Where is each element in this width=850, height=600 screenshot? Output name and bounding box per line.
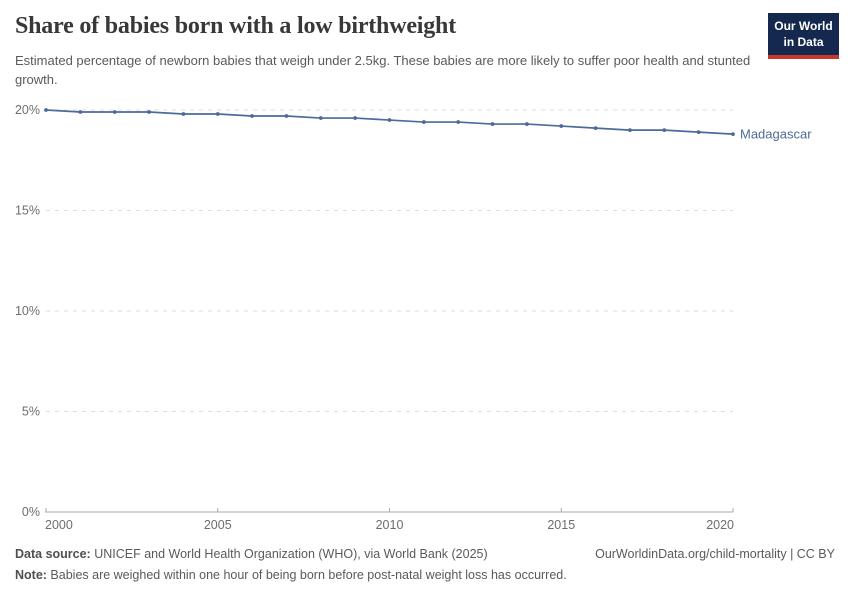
data-point-madagascar-2001[interactable] — [78, 110, 83, 114]
data-point-madagascar-2012[interactable] — [456, 120, 461, 124]
data-point-madagascar-2019[interactable] — [696, 130, 701, 135]
data-point-madagascar-2016[interactable] — [593, 126, 598, 130]
y-tick-label-15%: 15% — [15, 204, 40, 218]
chart-area: 0% 5% 10% 15% 20% 2000 2005 2010 2015 2020 Madagas… — [0, 95, 850, 540]
data-point-madagascar-2009[interactable] — [353, 116, 358, 120]
owid-logo: Our World in Data — [768, 13, 839, 60]
data-source-line: Data source: UNICEF and World Health Org… — [15, 547, 488, 561]
note-label: Note: — [15, 568, 47, 582]
chart-plot: 0% 5% 10% 15% 20% 2000 2005 2010 2015 2020 Madagas… — [15, 103, 812, 532]
data-source-text: UNICEF and World Health Organization (WH… — [90, 547, 488, 561]
data-point-madagascar-2002[interactable] — [112, 110, 117, 114]
data-point-madagascar-2020[interactable] — [731, 132, 735, 137]
x-tick-label-2020: 2020 — [706, 518, 734, 532]
data-point-madagascar-2006[interactable] — [250, 114, 255, 118]
data-point-madagascar-2018[interactable] — [662, 128, 667, 132]
data-point-madagascar-2011[interactable] — [421, 120, 426, 124]
y-tick-label-20%: 20% — [15, 103, 40, 117]
series-label-madagascar[interactable]: Madagascar — [740, 127, 812, 142]
x-tick-label-2000: 2000 — [45, 518, 73, 532]
data-point-madagascar-2000[interactable] — [44, 108, 48, 112]
chart-footer: Data source: UNICEF and World Health Org… — [15, 547, 835, 582]
x-tick-label-2010: 2010 — [376, 518, 404, 532]
x-tick-label-2015: 2015 — [547, 518, 575, 532]
data-point-madagascar-2008[interactable] — [318, 116, 323, 120]
note-line: Note: Babies are weighed within one hour… — [15, 568, 835, 582]
y-tick-label-5%: 5% — [22, 405, 40, 419]
owid-logo-red-bar — [768, 55, 839, 60]
data-point-madagascar-2017[interactable] — [628, 128, 632, 132]
data-source-label: Data source: — [15, 547, 91, 561]
x-tick-label-2005: 2005 — [204, 518, 232, 532]
data-point-madagascar-2015[interactable] — [559, 124, 564, 128]
chart-subtitle: Estimated percentage of newborn babies t… — [15, 53, 751, 87]
owid-logo-box: Our World in Data — [768, 13, 839, 56]
data-point-madagascar-2014[interactable] — [525, 122, 529, 126]
y-tick-label-0%: 0% — [22, 505, 40, 519]
data-point-madagascar-2004[interactable] — [181, 112, 186, 116]
note-text: Babies are weighed within one hour of be… — [46, 568, 567, 582]
data-point-madagascar-2003[interactable] — [147, 110, 151, 114]
owid-logo-line1: Our World — [774, 19, 833, 33]
owid-logo-line2: in Data — [783, 34, 824, 49]
data-point-madagascar-2013[interactable] — [490, 122, 495, 126]
chart-title: Share of babies born with a low birthwei… — [15, 13, 457, 39]
y-tick-label-10%: 10% — [15, 304, 40, 318]
citation-link[interactable]: OurWorldinData.org/child-mortality | CC … — [595, 547, 835, 561]
data-point-madagascar-2007[interactable] — [284, 114, 289, 118]
data-point-madagascar-2010[interactable] — [387, 118, 392, 122]
data-point-madagascar-2005[interactable] — [215, 112, 220, 116]
